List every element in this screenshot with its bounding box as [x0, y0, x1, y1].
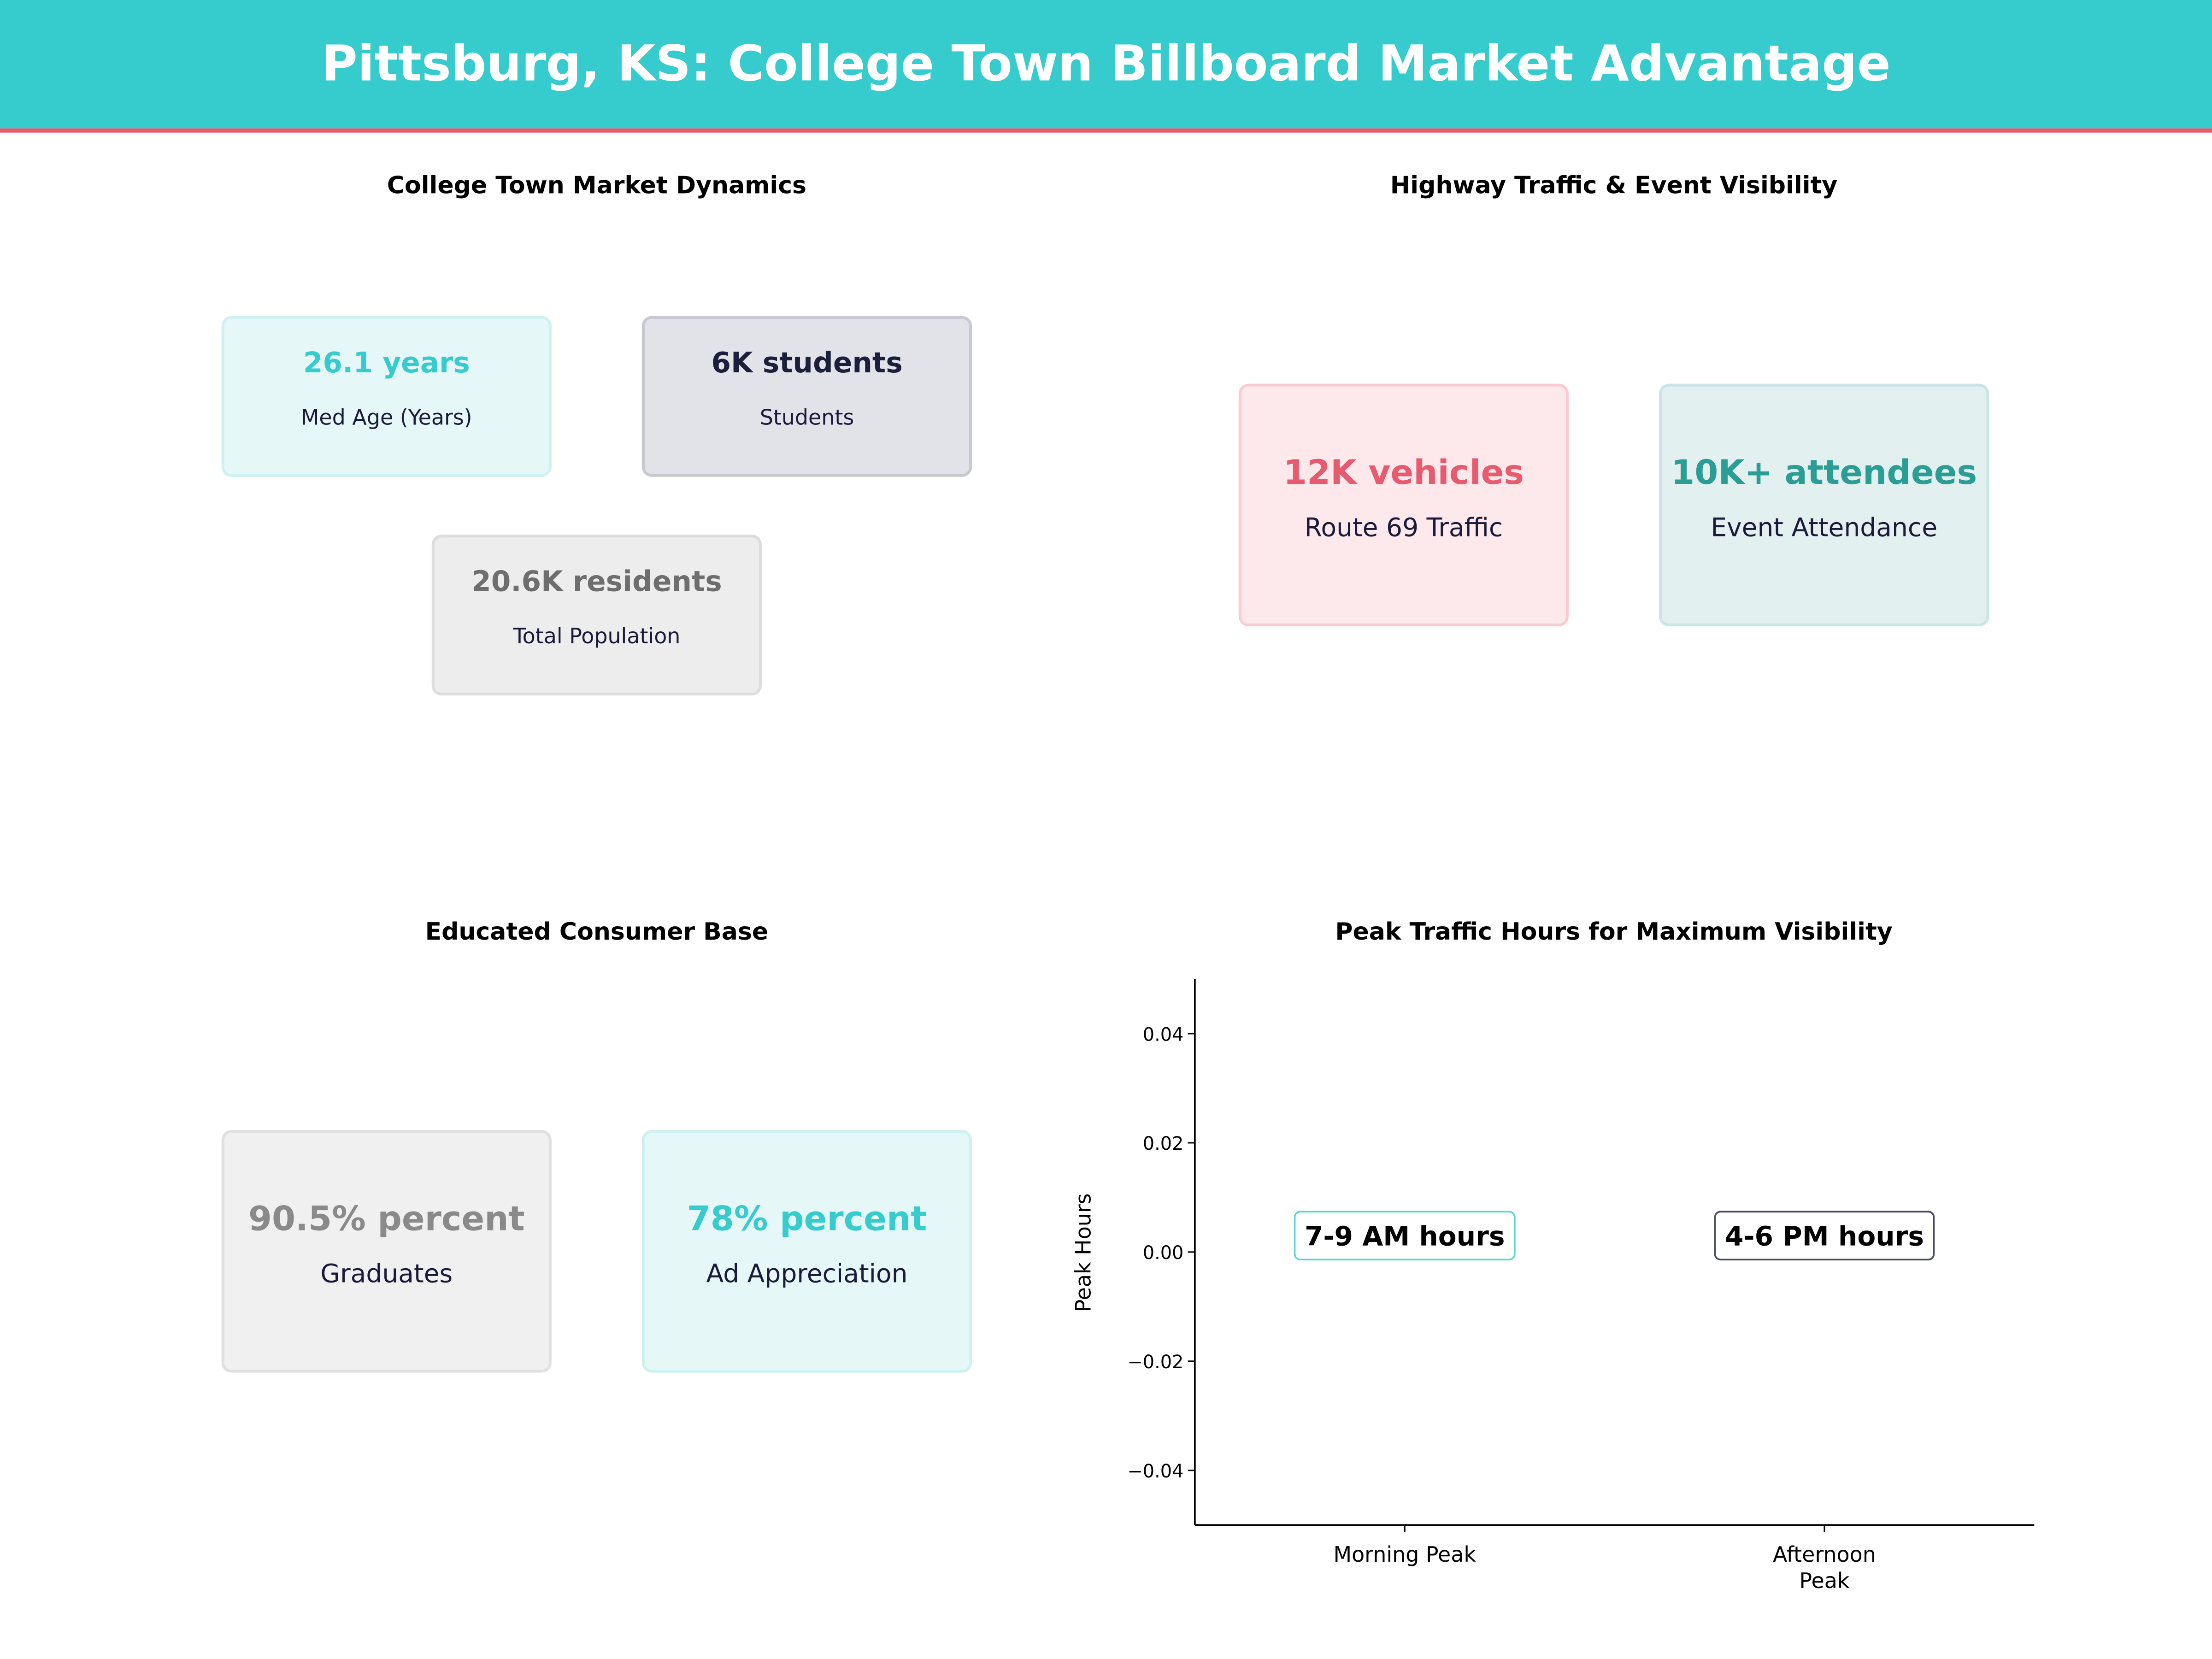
peak-hours-chart: Peak Hours −0.04 −0.02 0.00 0.02 0.04 Morning… — [1071, 979, 2035, 1593]
x-tick-label: Morning Peak — [1333, 1542, 1476, 1567]
x-tick-label: Afternoon Peak — [1773, 1542, 1876, 1593]
y-axis-label: Peak Hours — [1071, 1193, 1095, 1312]
page-title: Pittsburg, KS: College Town Billboard Ma… — [321, 35, 1890, 92]
card-value: 12K vehicles — [1283, 453, 1524, 492]
annotation-box — [1294, 1211, 1516, 1261]
card-graduates: 90.5% percent Graduates — [221, 1130, 552, 1373]
card-value: 10K+ attendees — [1671, 453, 1977, 492]
header-accent-line — [0, 128, 2212, 133]
card-event-attendance: 10K+ attendees Event Attendance — [1659, 383, 1989, 627]
card-label: Ad Appreciation — [706, 1259, 907, 1288]
education-panel-title: Educated Consumer Base — [425, 918, 769, 946]
y-tick-label: 0.00 — [1143, 1242, 1184, 1264]
highway-panel-title: Highway Traffic & Event Visibility — [1390, 171, 1838, 199]
card-value: 6K students — [711, 347, 902, 379]
card-label: Graduates — [320, 1259, 453, 1288]
market-panel-title: College Town Market Dynamics — [387, 171, 806, 199]
header-bar — [0, 0, 2212, 129]
card-label: Total Population — [512, 624, 680, 648]
annotation-label: 7-9 AM hours — [1305, 1221, 1505, 1252]
card-median-age: 26.1 years Med Age (Years) — [221, 316, 552, 477]
card-students: 6K students Students — [641, 316, 972, 477]
y-tick-label: −0.02 — [1127, 1352, 1183, 1373]
card-label: Med Age (Years) — [301, 405, 472, 429]
annotation-label: 4-6 PM hours — [1725, 1221, 1924, 1252]
card-label: Route 69 Traffic — [1305, 512, 1503, 542]
annotation-box — [1714, 1211, 1935, 1261]
card-value: 78% percent — [687, 1199, 927, 1238]
card-value: 20.6K residents — [471, 565, 722, 598]
card-ad-appreciation: 78% percent Ad Appreciation — [641, 1130, 972, 1373]
card-route-traffic: 12K vehicles Route 69 Traffic — [1238, 383, 1569, 627]
card-value: 26.1 years — [303, 347, 470, 379]
y-tick-label: −0.04 — [1127, 1461, 1183, 1482]
chart-title: Peak Traffic Hours for Maximum Visibilit… — [1335, 918, 1892, 946]
card-value: 90.5% percent — [248, 1199, 525, 1238]
card-label: Students — [760, 405, 854, 429]
y-tick-label: 0.04 — [1143, 1024, 1184, 1045]
card-population: 20.6K residents Total Population — [431, 535, 762, 696]
card-label: Event Attendance — [1711, 512, 1937, 542]
y-tick-label: 0.02 — [1143, 1133, 1184, 1154]
